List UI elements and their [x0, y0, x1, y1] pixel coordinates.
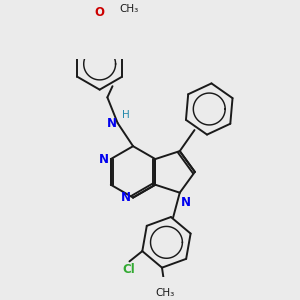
Text: O: O: [94, 6, 105, 19]
Text: N: N: [181, 196, 191, 209]
Text: CH₃: CH₃: [155, 288, 174, 298]
Text: CH₃: CH₃: [119, 4, 138, 14]
Text: N: N: [121, 191, 131, 204]
Text: N: N: [106, 117, 116, 130]
Text: Cl: Cl: [122, 262, 135, 276]
Text: N: N: [98, 152, 109, 166]
Text: H: H: [122, 110, 130, 120]
